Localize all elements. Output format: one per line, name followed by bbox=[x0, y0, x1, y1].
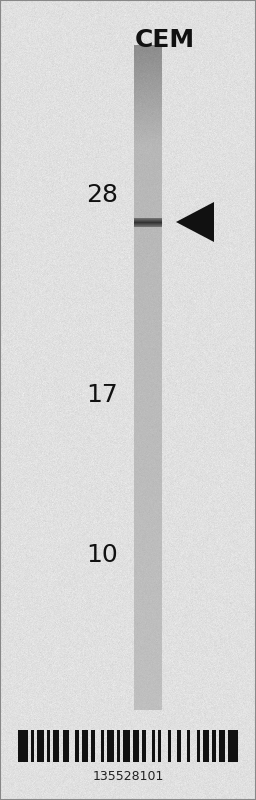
Text: 10: 10 bbox=[86, 543, 118, 567]
Bar bbox=[107, 730, 114, 762]
Bar bbox=[219, 730, 225, 762]
Text: CEM: CEM bbox=[135, 28, 195, 52]
Bar bbox=[212, 730, 216, 762]
Bar bbox=[63, 730, 69, 762]
Bar bbox=[82, 730, 88, 762]
Bar bbox=[187, 730, 190, 762]
Bar bbox=[152, 730, 155, 762]
Bar bbox=[117, 730, 120, 762]
Bar bbox=[123, 730, 130, 762]
Text: 135528101: 135528101 bbox=[92, 770, 164, 783]
Bar bbox=[158, 730, 162, 762]
Bar bbox=[47, 730, 50, 762]
Bar bbox=[197, 730, 200, 762]
Bar bbox=[133, 730, 139, 762]
Bar bbox=[203, 730, 209, 762]
Bar bbox=[168, 730, 171, 762]
Bar bbox=[101, 730, 104, 762]
Bar bbox=[228, 730, 238, 762]
Bar bbox=[31, 730, 34, 762]
Bar bbox=[53, 730, 59, 762]
Bar bbox=[18, 730, 28, 762]
Bar bbox=[37, 730, 44, 762]
Polygon shape bbox=[176, 202, 214, 242]
Text: 17: 17 bbox=[86, 383, 118, 407]
Text: 28: 28 bbox=[86, 183, 118, 207]
Bar bbox=[91, 730, 94, 762]
Bar bbox=[142, 730, 146, 762]
Bar bbox=[177, 730, 181, 762]
Bar bbox=[75, 730, 79, 762]
